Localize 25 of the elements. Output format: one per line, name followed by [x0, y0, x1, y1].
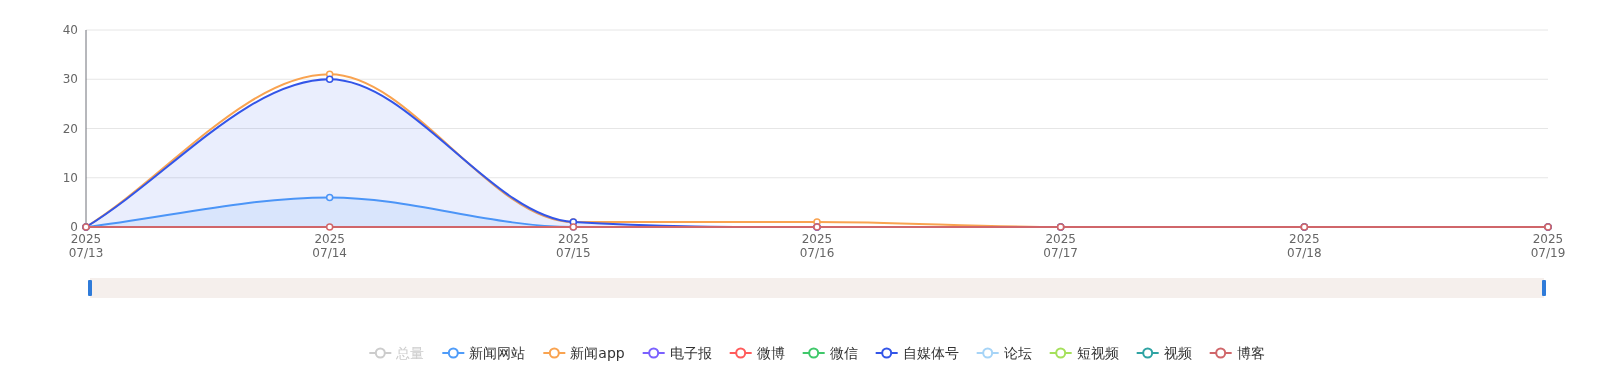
legend-label: 新闻网站: [469, 345, 526, 361]
legend-label: 新闻app: [570, 345, 625, 361]
legend-label: 短视频: [1076, 345, 1119, 361]
legend-label: 视频: [1163, 345, 1192, 361]
legend-label: 电子报: [669, 345, 712, 361]
y-tick-label: 20: [62, 121, 78, 136]
legend-label: 微博: [756, 345, 785, 361]
y-tick-label: 30: [62, 72, 78, 87]
x-tick-label: 2025 07/19: [1530, 232, 1566, 260]
legend-label: 自媒体号: [902, 345, 959, 361]
legend-label: 论坛: [1003, 345, 1032, 361]
x-tick-label: 2025 07/13: [68, 232, 104, 260]
legend-label: 微信: [829, 345, 858, 361]
x-tick-label: 2025 07/18: [1287, 232, 1322, 260]
point: [325, 75, 334, 83]
x-tick-label: 2025 07/17: [1043, 232, 1078, 260]
point: [325, 193, 334, 202]
y-tick-label: 10: [62, 170, 78, 185]
y-tick-label: 40: [62, 23, 78, 37]
legend-label: 博客: [1236, 345, 1265, 361]
y-tick-label: 0: [70, 220, 78, 234]
x-tick-label: 2025 07/16: [799, 232, 835, 260]
x-tick-label: 2025 07/15: [556, 232, 591, 260]
x-tick-label: 2025 07/14: [312, 232, 347, 260]
point: [325, 223, 334, 231]
